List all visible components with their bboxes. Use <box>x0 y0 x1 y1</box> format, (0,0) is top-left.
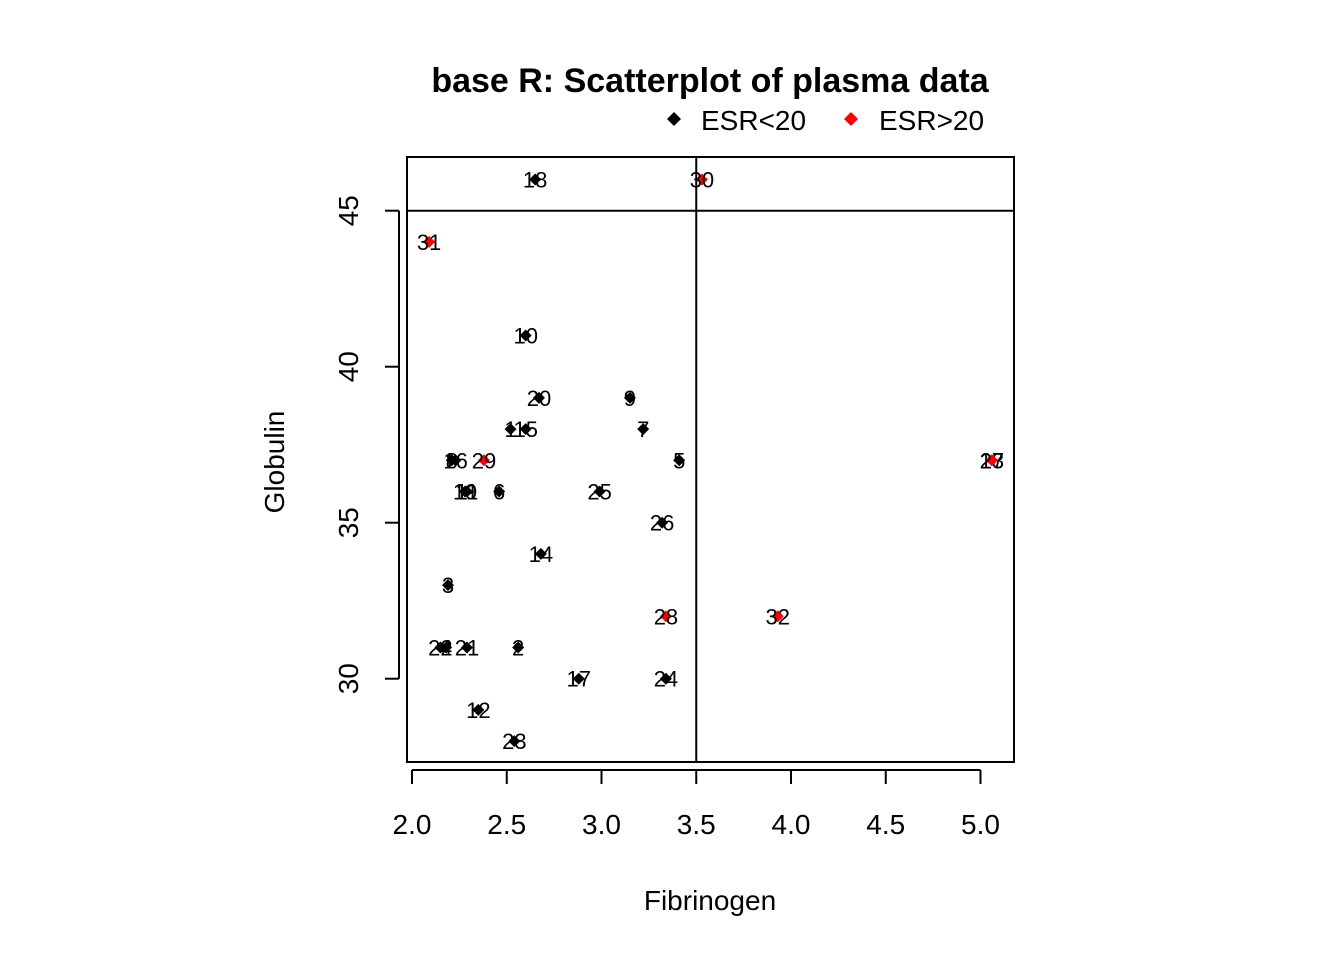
point-label: 15 <box>513 417 537 442</box>
point-label: 20 <box>527 386 551 411</box>
y-axis-label: Globulin <box>259 411 290 514</box>
data-point <box>504 423 517 436</box>
y-tick-label: 30 <box>333 663 364 694</box>
data-point <box>529 173 542 186</box>
point-label: 9 <box>624 386 636 411</box>
data-point <box>512 641 525 654</box>
data-point <box>508 735 521 748</box>
x-tick-label: 2.0 <box>393 809 432 840</box>
data-point <box>532 391 545 404</box>
data-point <box>659 610 672 623</box>
legend-marker-esr-lt-20 <box>667 112 681 126</box>
data-point <box>460 641 473 654</box>
point-label: 14 <box>529 542 553 567</box>
y-axis: 30 35 40 45 <box>333 195 400 694</box>
point-label: 3 <box>442 573 454 598</box>
x-tick-label: 4.5 <box>866 809 905 840</box>
y-tick-label: 35 <box>333 507 364 538</box>
point-label: 25 <box>587 480 611 505</box>
data-point <box>623 391 636 404</box>
point-label: 21 <box>455 636 479 661</box>
data-point <box>519 329 532 342</box>
point-label: 26 <box>650 511 674 536</box>
x-tick-label: 3.5 <box>677 809 716 840</box>
x-tick-label: 2.5 <box>487 809 526 840</box>
legend: ESR<20 ESR>20 <box>667 105 984 136</box>
data-point <box>493 485 506 498</box>
legend-label-esr-gt-20: ESR>20 <box>879 105 984 136</box>
x-axis-label: Fibrinogen <box>644 885 776 916</box>
point-label: 30 <box>690 168 714 193</box>
x-tick-label: 3.0 <box>582 809 621 840</box>
data-point <box>572 672 585 685</box>
point-label: 2 <box>512 636 524 661</box>
point-label: 29 <box>472 448 496 473</box>
x-tick-label: 5.0 <box>961 809 1000 840</box>
point-label: 6 <box>493 480 505 505</box>
point-label: 4 <box>440 636 452 661</box>
y-tick-label: 40 <box>333 351 364 382</box>
data-point <box>593 485 606 498</box>
point-label: 32 <box>765 604 789 629</box>
data-point <box>434 641 447 654</box>
plot-box <box>406 156 1015 763</box>
x-axis: 2.0 2.5 3.0 3.5 4.0 4.5 5.0 <box>393 769 1000 840</box>
point-label: 28 <box>654 604 678 629</box>
data-points: 1234567891011121314151617181920212223242… <box>417 168 1004 755</box>
data-point <box>771 610 784 623</box>
data-point <box>472 703 485 716</box>
data-point <box>519 423 532 436</box>
data-point <box>656 516 669 529</box>
point-label: 18 <box>523 168 547 193</box>
point-label: 16 <box>443 448 467 473</box>
point-label: 27 <box>980 448 1004 473</box>
point-label: 22 <box>428 636 452 661</box>
data-point <box>478 454 491 467</box>
point-label: 17 <box>567 667 591 692</box>
point-label: 5 <box>673 448 685 473</box>
point-label: 1 <box>504 417 516 442</box>
data-point <box>695 173 708 186</box>
data-point <box>442 579 455 592</box>
reference-lines <box>407 157 1014 762</box>
data-point <box>449 454 462 467</box>
x-tick-label: 4.0 <box>772 809 811 840</box>
data-point <box>659 672 672 685</box>
point-label: 19 <box>453 480 477 505</box>
chart-title: base R: Scatterplot of plasma data <box>431 62 989 100</box>
y-tick-label: 45 <box>333 195 364 226</box>
point-label: 23 <box>502 729 526 754</box>
legend-marker-esr-gt-20 <box>844 112 858 126</box>
point-label: 31 <box>417 230 441 255</box>
point-label: 10 <box>513 324 537 349</box>
point-label: 7 <box>637 417 649 442</box>
point-label: 12 <box>466 698 490 723</box>
data-point <box>637 423 650 436</box>
data-point <box>673 454 686 467</box>
point-label: 24 <box>654 667 678 692</box>
data-point <box>423 235 436 248</box>
data-point <box>534 547 547 560</box>
data-point <box>459 485 472 498</box>
legend-label-esr-lt-20: ESR<20 <box>701 105 806 136</box>
data-point <box>985 454 998 467</box>
